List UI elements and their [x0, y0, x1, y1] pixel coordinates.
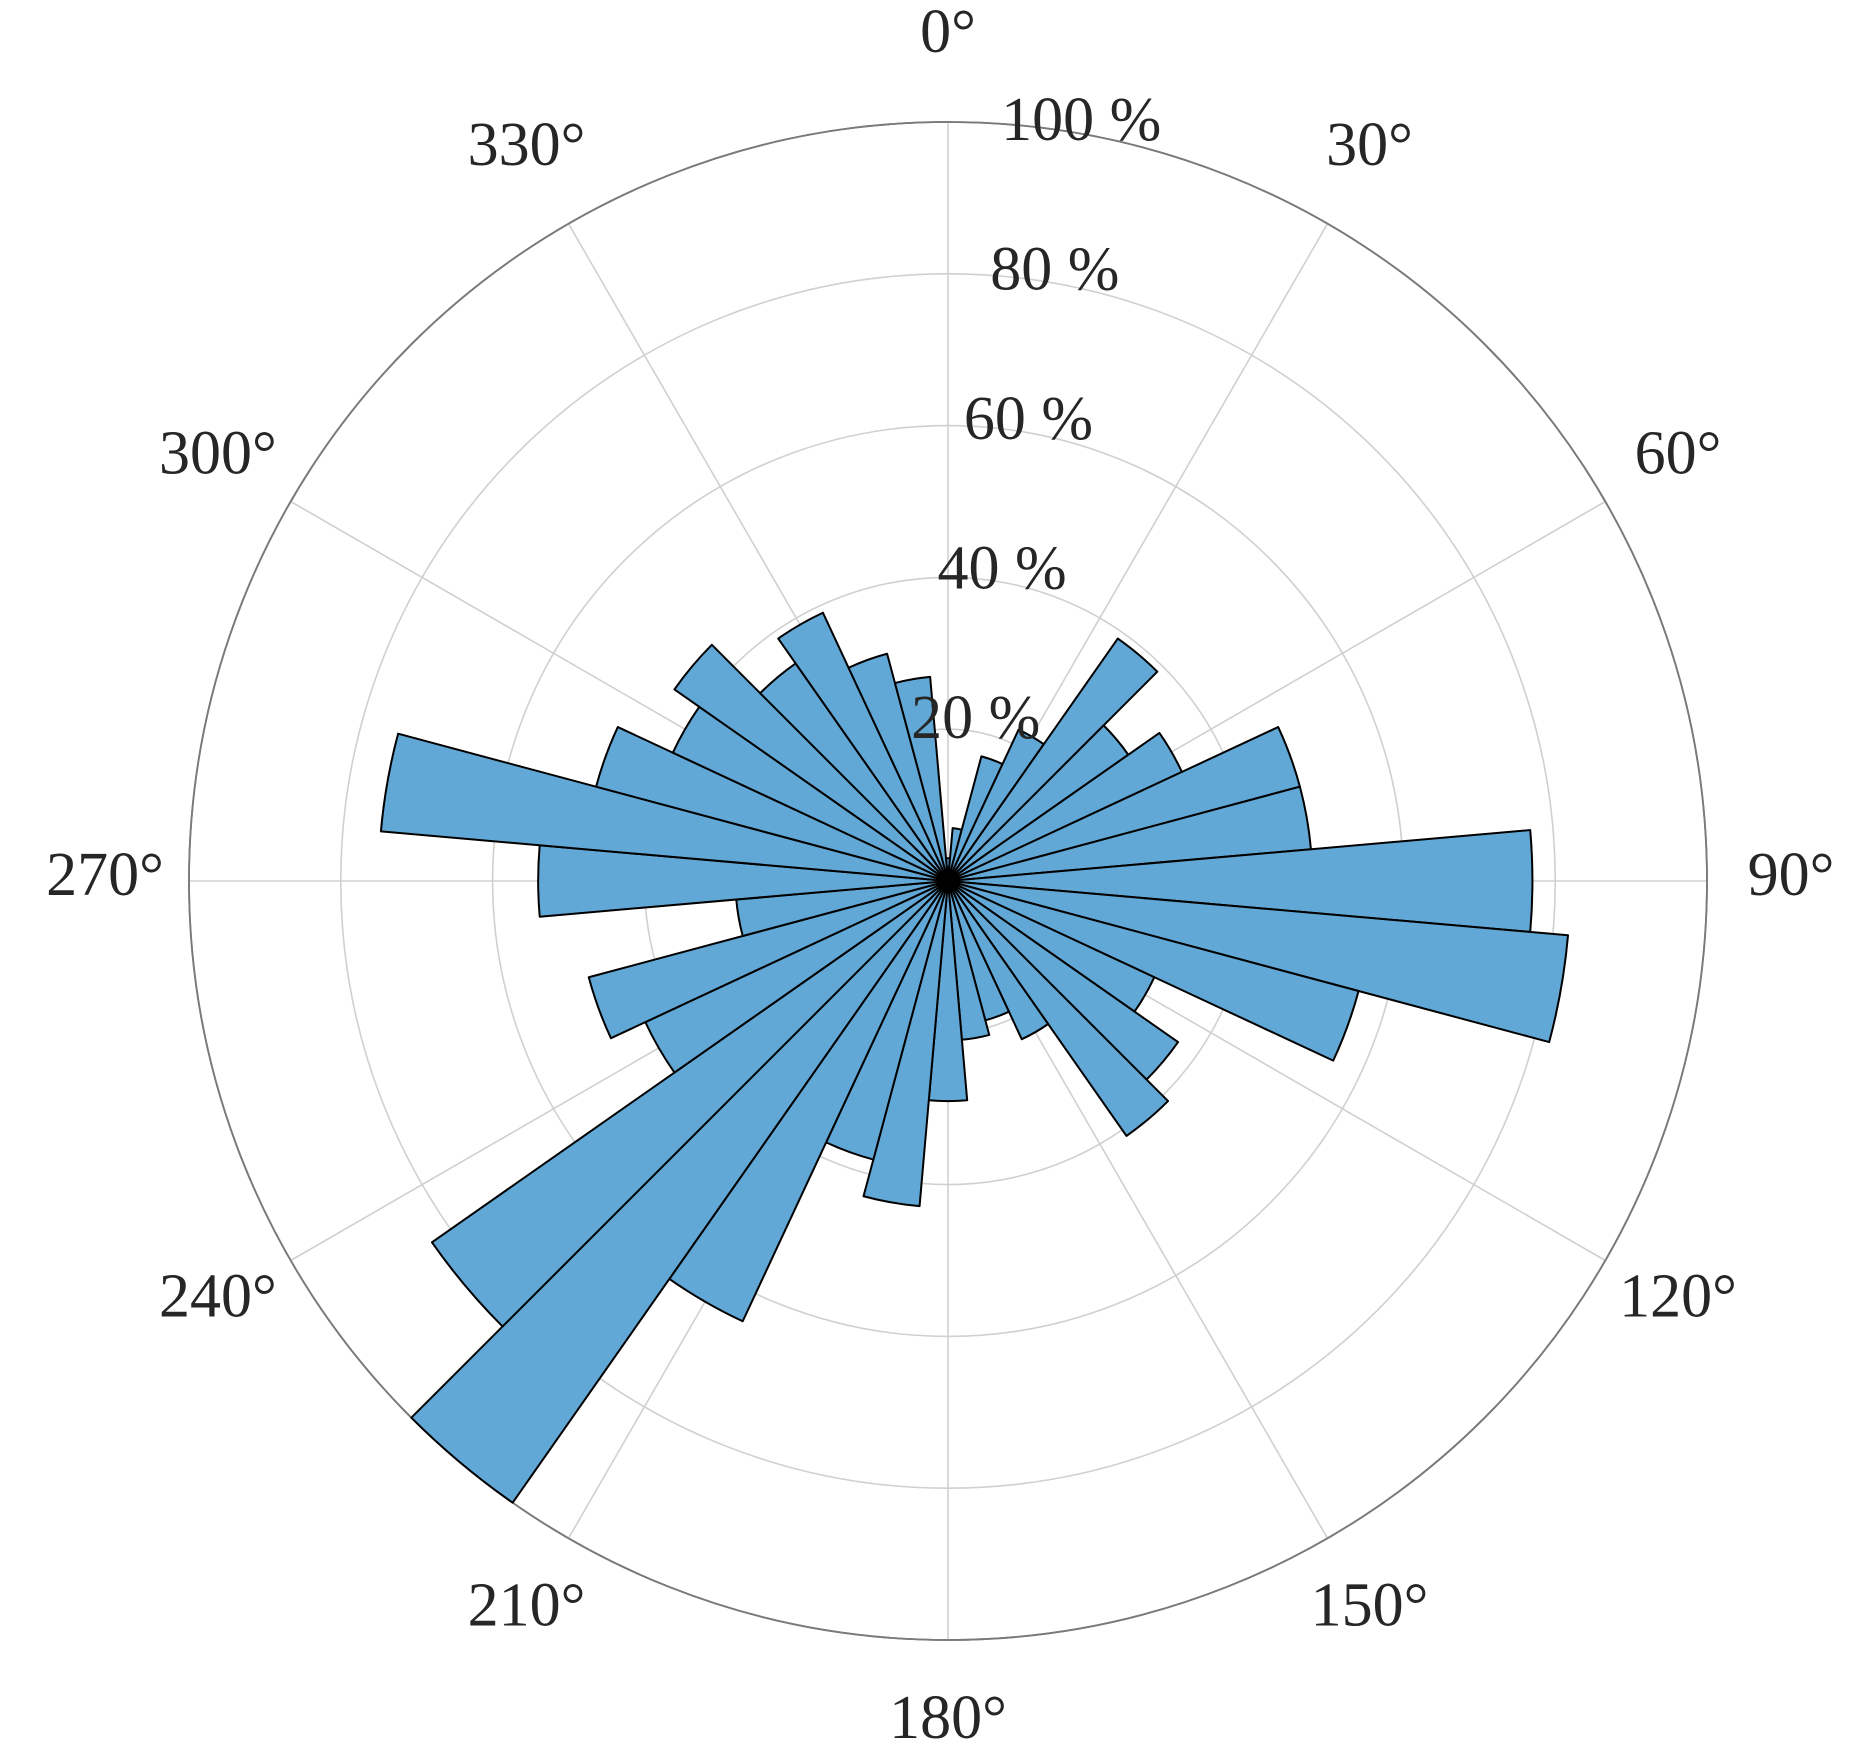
- bar: [673, 643, 949, 882]
- bar: [379, 732, 949, 882]
- bar: [947, 880, 1170, 1137]
- bar: [777, 611, 949, 882]
- bar: [410, 880, 949, 1504]
- theta-tick-label: 60°: [1635, 420, 1722, 488]
- bar: [595, 726, 949, 882]
- theta-tick-label: 120°: [1619, 1263, 1737, 1331]
- bar: [947, 880, 1050, 1041]
- r-tick-label: 80 %: [990, 235, 1119, 303]
- bar: [430, 880, 949, 1328]
- theta-tick-label: 180°: [889, 1684, 1007, 1746]
- bar: [587, 880, 949, 1040]
- theta-tick-label: 210°: [468, 1571, 586, 1639]
- theta-tick-label: 330°: [468, 111, 586, 179]
- theta-tick-label: 0°: [920, 0, 976, 66]
- theta-tick-label: 300°: [159, 420, 277, 488]
- bar: [947, 880, 1570, 1044]
- r-tick-label: 100 %: [1001, 86, 1161, 154]
- bar: [847, 652, 949, 882]
- theta-tick-label: 150°: [1311, 1571, 1429, 1639]
- theta-tick-label: 270°: [46, 841, 164, 909]
- bar: [893, 675, 949, 882]
- bar: [947, 637, 1159, 882]
- polar-axis-outline: [188, 121, 1708, 1641]
- bar: [947, 880, 1360, 1062]
- theta-tick-label: 240°: [159, 1263, 277, 1331]
- r-tick-label: 20 %: [911, 684, 1040, 752]
- r-tick-label: 60 %: [964, 385, 1093, 453]
- r-tick-label: 40 %: [938, 534, 1067, 602]
- theta-tick-label: 90°: [1748, 841, 1835, 909]
- theta-tick-label: 30°: [1326, 111, 1413, 179]
